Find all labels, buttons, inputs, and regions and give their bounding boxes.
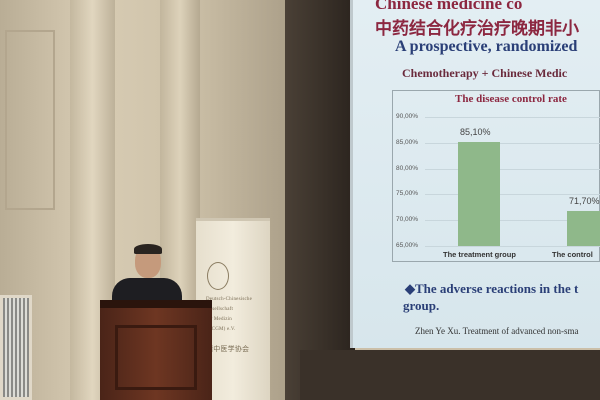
podium	[100, 300, 212, 400]
x-category-label: The treatment group	[443, 250, 516, 259]
gridline	[425, 168, 600, 170]
slide-heading: Chemotherapy + Chinese Medic	[402, 66, 568, 80]
bullet-line-1: ◆The adverse reactions in the t	[405, 281, 579, 296]
y-tick-label: 80,00%	[396, 164, 419, 172]
gridline	[425, 117, 600, 118]
citation: Zhen Ye Xu. Treatment of advanced non-sm…	[415, 326, 579, 336]
banner-line: 德中医学协会	[206, 345, 250, 353]
seal-logo	[207, 262, 229, 290]
y-tick-label: 85,00%	[396, 138, 419, 146]
y-tick-label: 65,00%	[396, 242, 419, 249]
slide-title-zh: 中药结合化疗治疗晚期非小	[375, 19, 579, 39]
slide-subtitle: A prospective, randomized	[395, 38, 578, 55]
y-tick-label: 70,00%	[396, 216, 419, 224]
stage-bottom	[300, 350, 600, 400]
gridline	[425, 220, 600, 222]
x-category-label: The control	[552, 250, 593, 259]
bar	[458, 142, 500, 246]
bullet-line-2: group.	[403, 298, 440, 313]
dark-wall	[285, 0, 355, 400]
speaker-hair	[134, 244, 162, 254]
gridline	[425, 246, 600, 247]
gridline	[425, 142, 600, 144]
banner-line: (DCGM) e.V.	[206, 327, 236, 332]
bar	[567, 211, 600, 246]
slide-title-en: Chinese medicine co	[375, 0, 523, 13]
data-label: 85,10%	[460, 127, 491, 138]
banner-line: für Medizin	[206, 317, 232, 322]
chart-title: The disease control rate	[455, 93, 567, 105]
y-tick-label: 75,00%	[396, 190, 419, 198]
data-label: 71,70%	[569, 196, 600, 207]
gridline	[425, 194, 600, 196]
door	[0, 295, 32, 400]
podium-panel	[115, 325, 197, 390]
banner-line: Deutsch-Chinesische	[206, 297, 253, 302]
banner-line: Gesellschaft	[206, 307, 234, 312]
wall-panel	[5, 30, 55, 210]
y-tick-label: 90,00%	[396, 113, 419, 120]
